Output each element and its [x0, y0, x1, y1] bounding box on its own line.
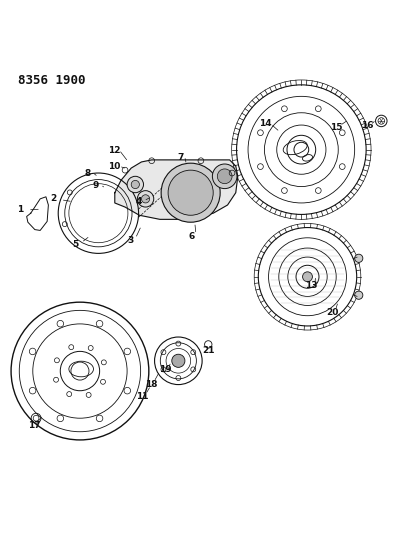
Text: 20: 20 — [325, 308, 337, 317]
Text: 3: 3 — [127, 236, 133, 245]
Text: 16: 16 — [360, 122, 372, 131]
Circle shape — [217, 169, 231, 184]
Text: 19: 19 — [159, 365, 171, 374]
Text: 17: 17 — [28, 421, 40, 430]
Text: 7: 7 — [177, 154, 183, 163]
Circle shape — [168, 170, 213, 215]
Text: 10: 10 — [108, 163, 120, 172]
Text: 2: 2 — [50, 195, 56, 204]
Text: 12: 12 — [108, 146, 120, 155]
Text: 5: 5 — [72, 240, 79, 249]
Text: 11: 11 — [136, 392, 148, 401]
Circle shape — [161, 163, 220, 222]
Polygon shape — [115, 160, 237, 220]
Text: 15: 15 — [329, 123, 342, 132]
Circle shape — [127, 176, 143, 193]
Text: 21: 21 — [202, 346, 214, 355]
Circle shape — [212, 164, 236, 189]
Circle shape — [131, 180, 139, 189]
Text: 1: 1 — [16, 205, 23, 214]
Text: 6: 6 — [188, 232, 195, 241]
Text: 9: 9 — [92, 181, 99, 190]
Text: 8: 8 — [84, 168, 90, 177]
Circle shape — [302, 272, 312, 281]
Text: 13: 13 — [305, 281, 317, 290]
Circle shape — [354, 254, 362, 262]
Text: 8356 1900: 8356 1900 — [18, 74, 86, 87]
Text: 18: 18 — [144, 379, 157, 389]
Text: 4: 4 — [135, 197, 142, 206]
Circle shape — [141, 195, 149, 203]
Text: 14: 14 — [259, 118, 271, 127]
Circle shape — [171, 354, 184, 367]
Circle shape — [137, 191, 153, 207]
Circle shape — [354, 291, 362, 300]
